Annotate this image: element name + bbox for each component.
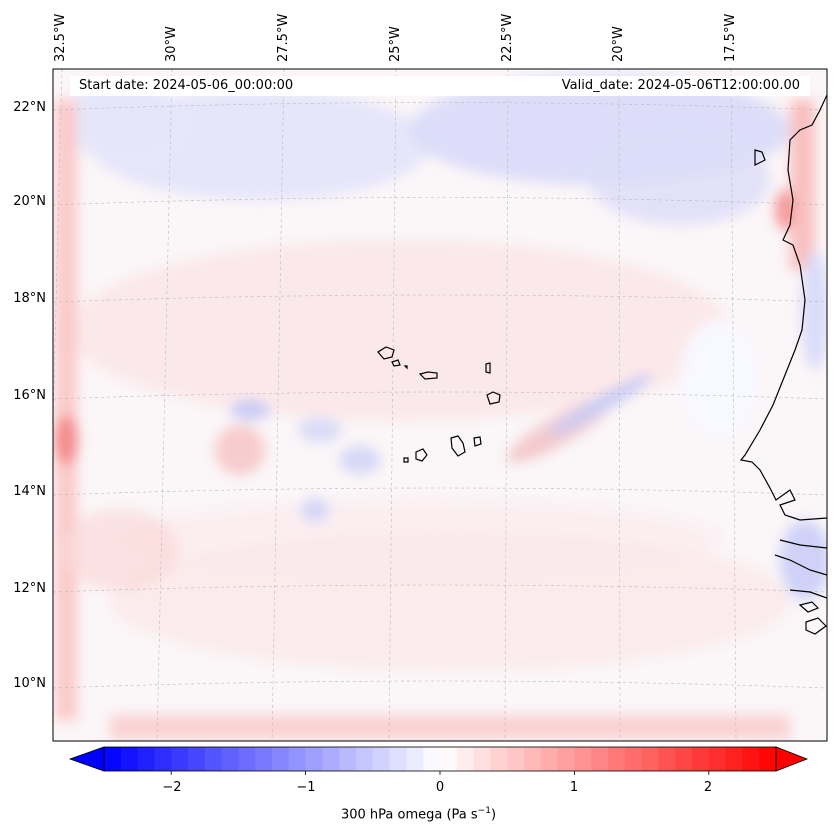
colorbar-segment	[742, 747, 760, 771]
colorbar-segment	[339, 747, 357, 771]
colorbar-segment	[372, 747, 391, 771]
lat-tick-label: 12°N	[13, 581, 46, 596]
colorbar-segment	[440, 747, 458, 771]
colorbar-segment	[708, 747, 727, 771]
lat-tick-label: 16°N	[13, 388, 46, 403]
colorbar-segment	[305, 747, 323, 771]
lon-tick-label: 32.5°W	[53, 13, 68, 62]
lat-tick-label: 22°N	[13, 100, 46, 115]
colorbar-segment	[641, 747, 659, 771]
colorbar-segment	[288, 747, 307, 771]
colorbar-tick-label: −1	[296, 780, 316, 795]
colorbar-label-text: 300 hPa omega (Pa s	[340, 807, 478, 823]
colorbar-segment	[524, 747, 542, 771]
colorbar-segment	[624, 747, 643, 771]
colorbar-segment	[608, 747, 626, 771]
colorbar	[68, 746, 809, 775]
lon-tick-label: 22.5°W	[500, 13, 515, 62]
colorbar-segment	[490, 747, 508, 771]
lat-tick-label: 20°N	[13, 194, 46, 209]
colorbar-segment	[507, 747, 525, 771]
colorbar-segment	[658, 747, 676, 771]
lat-tick-label: 10°N	[13, 676, 46, 691]
colorbar-segment	[188, 747, 206, 771]
colorbar-segment	[540, 747, 559, 771]
valid-date: Valid_date: 2024-05-06T12:00:00.00	[561, 78, 800, 93]
colorbar-tick-label: 1	[569, 780, 579, 795]
lon-tick-label: 27.5°W	[276, 13, 291, 62]
start-date: Start date: 2024-05-06_00:00:00	[79, 78, 294, 93]
colorbar-segment	[120, 747, 139, 771]
colorbar-segment	[406, 747, 424, 771]
coastline	[377, 94, 827, 635]
map-frame	[52, 68, 828, 742]
colorbar-segment	[221, 747, 239, 771]
colorbar-segment	[204, 747, 223, 771]
lon-tick-label: 17.5°W	[723, 13, 738, 62]
colorbar-segment	[255, 747, 273, 771]
colorbar-segment	[725, 747, 743, 771]
colorbar-extend-max	[775, 746, 809, 772]
colorbar-segment	[473, 747, 491, 771]
colorbar-segment	[171, 747, 189, 771]
lon-tick-label: 20°W	[611, 26, 626, 62]
colorbar-extend-min	[68, 746, 105, 772]
lon-tick-label: 30°W	[164, 26, 179, 62]
colorbar-segment	[272, 747, 290, 771]
lat-tick-label: 18°N	[13, 291, 46, 306]
colorbar-label-close: )	[490, 807, 497, 823]
colorbar-segment	[456, 747, 475, 771]
colorbar-tick-label: 2	[703, 780, 713, 795]
colorbar-segment	[356, 747, 374, 771]
date-box	[70, 76, 810, 96]
colorbar-label-exponent: −1	[477, 806, 491, 816]
colorbar-segment	[104, 747, 122, 771]
colorbar-segment	[389, 747, 407, 771]
colorbar-label: 300 hPa omega (Pa s−1)	[0, 806, 837, 822]
colorbar-segment	[759, 747, 777, 771]
colorbar-segment	[423, 747, 441, 771]
colorbar-segment	[137, 747, 155, 771]
colorbar-segment	[154, 747, 172, 771]
colorbar-tick-label: 0	[435, 780, 445, 795]
colorbar-segment	[591, 747, 609, 771]
colorbar-segment	[675, 747, 693, 771]
colorbar-segment	[574, 747, 592, 771]
lon-tick-label: 25°W	[388, 26, 403, 62]
colorbar-segment	[238, 747, 256, 771]
colorbar-segment	[322, 747, 340, 771]
colorbar-segment	[557, 747, 575, 771]
lat-tick-label: 14°N	[13, 484, 46, 499]
colorbar-segment	[692, 747, 710, 771]
colorbar-tick-label: −2	[162, 780, 182, 795]
